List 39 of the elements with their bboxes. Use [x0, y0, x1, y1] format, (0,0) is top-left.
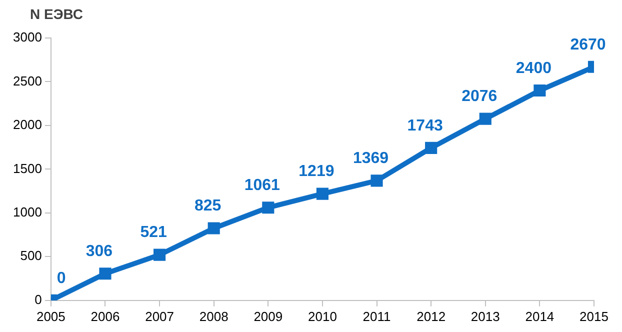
x-tick-label: 2005 — [36, 308, 66, 324]
data-label: 0 — [56, 270, 66, 287]
data-label: 521 — [140, 224, 167, 242]
x-tick-label: 2006 — [90, 308, 120, 324]
data-label: 1061 — [244, 177, 280, 194]
data-label: 306 — [86, 243, 113, 260]
point — [208, 222, 220, 234]
point — [479, 112, 492, 125]
y-tick-label: 2500 — [13, 73, 42, 88]
x-tick-label: 2013 — [470, 308, 500, 324]
data-label: 2076 — [462, 88, 498, 106]
y-tick-label: 2000 — [13, 117, 42, 132]
x-tick-label: 2008 — [199, 308, 228, 324]
y-tick-label: 0 — [34, 292, 42, 307]
point — [262, 202, 274, 214]
point — [154, 248, 166, 261]
y-tick-label: 3000 — [13, 30, 42, 45]
x-tick-label: 2010 — [308, 308, 337, 324]
data-label: 2400 — [516, 60, 552, 77]
x-tick-label: 2015 — [580, 308, 608, 324]
x-tick-label: 2012 — [416, 308, 446, 324]
data-label: 2670 — [570, 36, 606, 54]
point — [99, 268, 112, 280]
point — [316, 188, 328, 200]
y-tick-label: 1000 — [13, 204, 42, 220]
x-tick-label: 2009 — [254, 308, 283, 324]
data-label: 1369 — [352, 150, 389, 168]
data-label: 1219 — [298, 163, 334, 180]
data-label: 1743 — [407, 117, 443, 134]
point — [370, 174, 383, 187]
y-tick-label: 1500 — [13, 160, 42, 176]
y-axis-title: N ЕЭВС — [30, 6, 83, 22]
data-label: 825 — [194, 198, 222, 215]
point — [425, 142, 438, 154]
point — [534, 84, 546, 97]
x-tick-label: 2011 — [362, 308, 391, 324]
x-tick-label: 2007 — [145, 308, 174, 324]
y-tick-label: 500 — [20, 248, 42, 264]
x-tick-label: 2014 — [525, 308, 554, 324]
